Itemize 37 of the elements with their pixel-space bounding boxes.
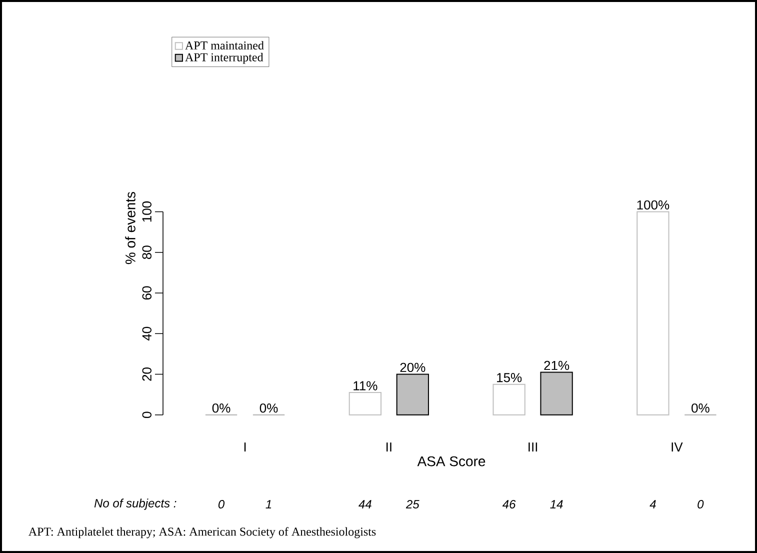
y-tick-label: 0 [142,412,152,418]
data-label: 0% [212,403,230,413]
x-tick-label: IV [672,442,683,452]
text: APT: Antiplatelet therapy; ASA: American Society of Anesthesiologists [28,527,376,538]
text: 1 [266,500,272,508]
data-label: 15% [497,373,522,382]
text: 0 [698,500,704,508]
data-label: 20% [400,362,426,372]
text: 14 [550,500,563,508]
bar [348,392,382,416]
text: 44 [358,500,372,508]
text: 25 [406,500,420,508]
x-axis-title: ASA Score [417,456,486,466]
data-label: 0% [692,403,710,413]
data-label: 100% [637,200,670,210]
x-tick-label: III [528,442,538,452]
legend-label: APT maintained [185,41,264,50]
y-tick-label: 20 [142,368,152,381]
bar [636,211,670,416]
x-tick-label: I [244,442,246,452]
y-tick-label: 40 [142,326,152,341]
data-label: 11% [354,381,378,390]
x-tick-label: II [386,442,392,452]
data-label: 21% [544,360,570,370]
y-axis-title: % of events [125,192,136,264]
bar [492,384,526,416]
text: No of subjects : [94,498,176,510]
legend-label: APT interrupted [185,52,264,64]
data-label: 0% [260,403,278,413]
text: 4 [650,500,656,508]
text: 0 [218,500,225,508]
bar [540,372,573,416]
text: 46 [502,500,516,508]
y-tick-label: 60 [142,286,152,300]
y-tick-label: 80 [142,246,152,260]
y-tick-label: 100 [142,201,152,222]
bar [396,374,429,416]
